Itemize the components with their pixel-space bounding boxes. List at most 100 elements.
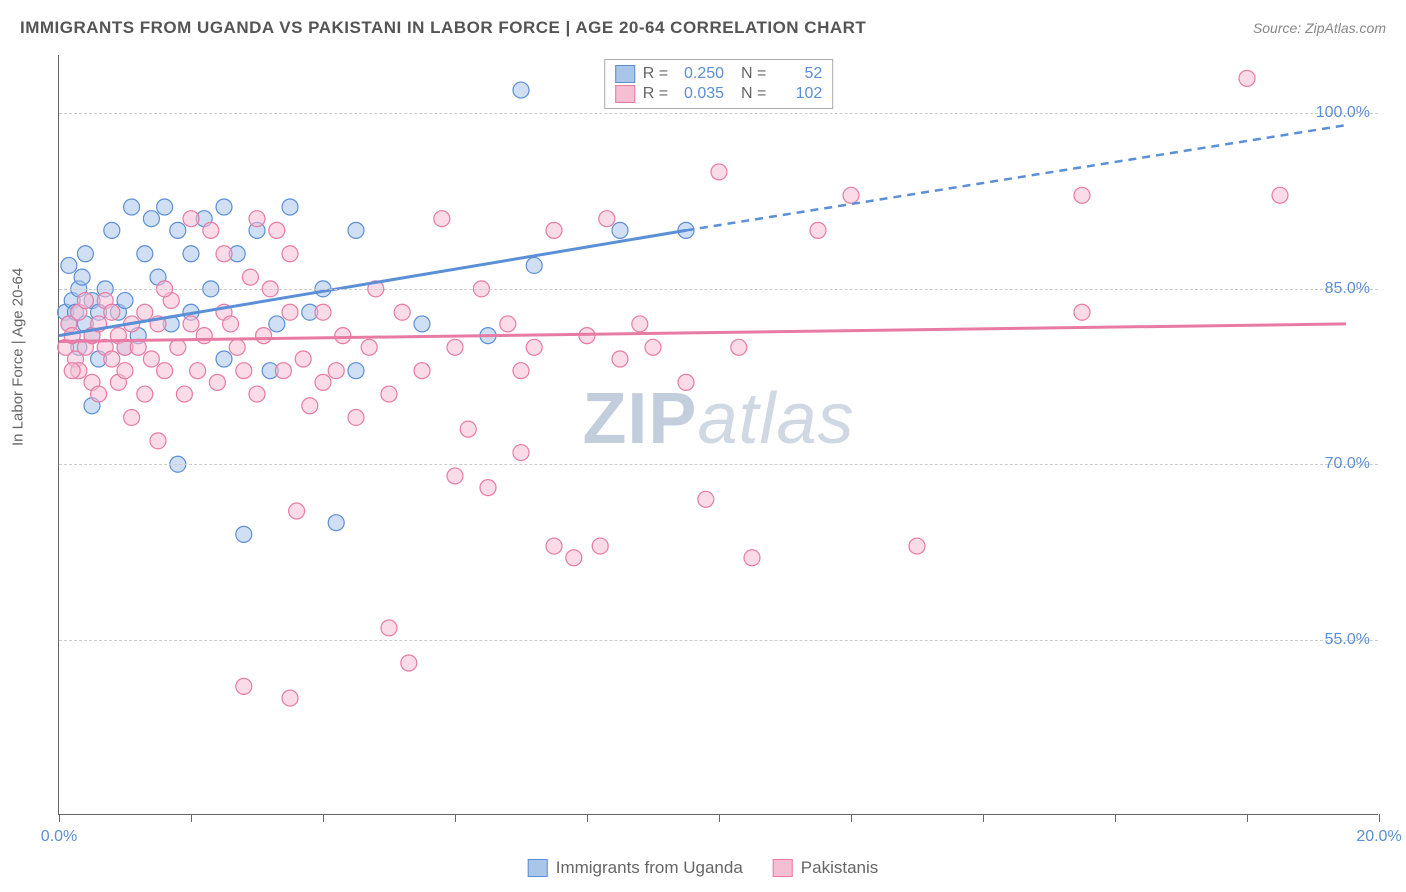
scatter-point bbox=[645, 339, 661, 355]
scatter-point bbox=[731, 339, 747, 355]
scatter-point bbox=[236, 678, 252, 694]
scatter-point bbox=[401, 655, 417, 671]
scatter-point bbox=[460, 421, 476, 437]
legend-r-value: 0.035 bbox=[676, 85, 724, 103]
scatter-point bbox=[361, 339, 377, 355]
scatter-point bbox=[592, 538, 608, 554]
scatter-point bbox=[526, 339, 542, 355]
scatter-point bbox=[315, 374, 331, 390]
scatter-point bbox=[328, 515, 344, 531]
scatter-point bbox=[91, 386, 107, 402]
scatter-point bbox=[632, 316, 648, 332]
scatter-point bbox=[282, 246, 298, 262]
legend-n-value: 102 bbox=[774, 85, 822, 103]
xtick-label: 20.0% bbox=[1356, 828, 1401, 846]
scatter-point bbox=[513, 363, 529, 379]
scatter-point bbox=[104, 222, 120, 238]
scatter-point bbox=[289, 503, 305, 519]
xtick bbox=[59, 814, 60, 822]
scatter-point bbox=[117, 293, 133, 309]
legend-bottom-label: Immigrants from Uganda bbox=[556, 858, 743, 878]
scatter-point bbox=[295, 351, 311, 367]
scatter-point bbox=[183, 246, 199, 262]
xtick bbox=[323, 814, 324, 822]
scatter-point bbox=[612, 222, 628, 238]
chart-title: IMMIGRANTS FROM UGANDA VS PAKISTANI IN L… bbox=[20, 18, 866, 38]
title-bar: IMMIGRANTS FROM UGANDA VS PAKISTANI IN L… bbox=[20, 18, 1386, 38]
scatter-point bbox=[302, 398, 318, 414]
scatter-point bbox=[282, 199, 298, 215]
scatter-point bbox=[143, 351, 159, 367]
scatter-point bbox=[612, 351, 628, 367]
scatter-point bbox=[77, 293, 93, 309]
scatter-point bbox=[513, 445, 529, 461]
legend-row: R =0.250 N =52 bbox=[615, 64, 823, 84]
xtick bbox=[1115, 814, 1116, 822]
scatter-point bbox=[348, 363, 364, 379]
scatter-point bbox=[124, 199, 140, 215]
scatter-point bbox=[183, 316, 199, 332]
legend-n-value: 52 bbox=[774, 65, 822, 83]
scatter-point bbox=[810, 222, 826, 238]
scatter-point bbox=[1272, 187, 1288, 203]
scatter-point bbox=[566, 550, 582, 566]
legend-bottom-item: Immigrants from Uganda bbox=[528, 858, 743, 878]
legend-swatch bbox=[773, 859, 793, 877]
gridline bbox=[59, 464, 1378, 465]
gridline bbox=[59, 289, 1378, 290]
scatter-point bbox=[678, 374, 694, 390]
scatter-point bbox=[124, 409, 140, 425]
y-axis-label: In Labor Force | Age 20-64 bbox=[10, 268, 27, 446]
scatter-point bbox=[348, 222, 364, 238]
plot-svg bbox=[59, 55, 1378, 814]
scatter-point bbox=[183, 211, 199, 227]
scatter-point bbox=[909, 538, 925, 554]
scatter-point bbox=[236, 526, 252, 542]
scatter-point bbox=[236, 363, 252, 379]
scatter-point bbox=[315, 304, 331, 320]
scatter-point bbox=[170, 222, 186, 238]
ytick-label: 70.0% bbox=[1325, 455, 1370, 473]
ytick-label: 55.0% bbox=[1325, 631, 1370, 649]
scatter-point bbox=[526, 257, 542, 273]
legend-n-label: N = bbox=[732, 65, 766, 83]
legend-bottom: Immigrants from Uganda Pakistanis bbox=[528, 858, 879, 878]
legend-swatch bbox=[528, 859, 548, 877]
scatter-point bbox=[176, 386, 192, 402]
scatter-point bbox=[843, 187, 859, 203]
plot-area: ZIPatlas R =0.250 N =52R =0.035 N =102 5… bbox=[58, 55, 1378, 815]
scatter-point bbox=[328, 363, 344, 379]
scatter-point bbox=[61, 257, 77, 273]
scatter-point bbox=[480, 480, 496, 496]
scatter-point bbox=[157, 363, 173, 379]
xtick bbox=[851, 814, 852, 822]
legend-bottom-item: Pakistanis bbox=[773, 858, 878, 878]
scatter-point bbox=[150, 433, 166, 449]
ytick-label: 100.0% bbox=[1316, 104, 1370, 122]
scatter-point bbox=[117, 363, 133, 379]
legend-swatch bbox=[615, 85, 635, 103]
legend-swatch bbox=[615, 65, 635, 83]
trend-line-dash bbox=[686, 125, 1346, 230]
scatter-point bbox=[546, 222, 562, 238]
xtick bbox=[983, 814, 984, 822]
trend-line bbox=[59, 324, 1346, 342]
gridline bbox=[59, 640, 1378, 641]
xtick bbox=[455, 814, 456, 822]
xtick bbox=[587, 814, 588, 822]
scatter-point bbox=[249, 211, 265, 227]
scatter-point bbox=[1239, 70, 1255, 86]
scatter-point bbox=[269, 316, 285, 332]
legend-r-label: R = bbox=[643, 65, 668, 83]
scatter-point bbox=[434, 211, 450, 227]
gridline bbox=[59, 113, 1378, 114]
xtick bbox=[1379, 814, 1380, 822]
legend-n-label: N = bbox=[732, 85, 766, 103]
source-label: Source: ZipAtlas.com bbox=[1253, 20, 1386, 36]
legend-top: R =0.250 N =52R =0.035 N =102 bbox=[604, 59, 834, 109]
scatter-point bbox=[137, 304, 153, 320]
scatter-point bbox=[513, 82, 529, 98]
scatter-point bbox=[256, 328, 272, 344]
legend-row: R =0.035 N =102 bbox=[615, 84, 823, 104]
scatter-point bbox=[223, 316, 239, 332]
